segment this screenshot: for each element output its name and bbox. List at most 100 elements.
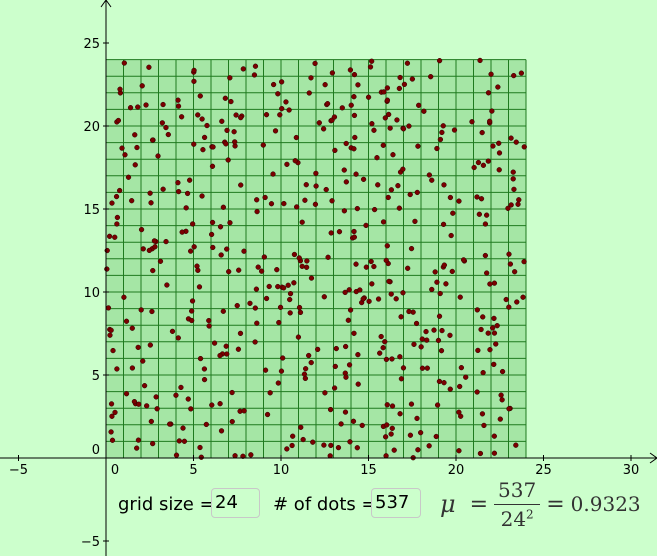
dot xyxy=(456,448,462,454)
dot xyxy=(151,238,158,244)
dot xyxy=(241,248,247,254)
dot xyxy=(485,330,491,336)
dot xyxy=(328,442,334,449)
dot xyxy=(279,105,285,112)
dot xyxy=(261,254,267,260)
dot xyxy=(119,145,125,151)
dot xyxy=(146,247,153,254)
dot xyxy=(194,263,200,269)
dot xyxy=(389,356,395,362)
dot xyxy=(499,397,505,403)
x-axis-arrow-icon xyxy=(649,452,657,464)
dot xyxy=(382,115,388,121)
dot xyxy=(496,140,502,146)
y-tick-label: 0 xyxy=(92,443,100,458)
dot xyxy=(140,358,146,364)
dot xyxy=(371,127,377,133)
dot xyxy=(278,368,285,374)
dot xyxy=(299,263,305,270)
dot xyxy=(181,438,188,444)
dot xyxy=(448,232,454,239)
dot xyxy=(436,58,443,64)
dot xyxy=(506,304,512,310)
dot xyxy=(188,308,195,314)
dot xyxy=(485,90,492,96)
dot xyxy=(511,186,517,193)
dot xyxy=(263,112,270,118)
dot xyxy=(135,344,141,351)
dot xyxy=(371,206,378,213)
dot xyxy=(290,433,296,439)
dot xyxy=(404,60,411,66)
dot xyxy=(175,335,181,341)
dot xyxy=(204,122,210,129)
dot xyxy=(482,221,489,227)
dot xyxy=(352,134,358,141)
dot xyxy=(190,221,196,227)
dot xyxy=(315,346,321,353)
dot xyxy=(474,307,480,313)
dot xyxy=(258,268,265,274)
dot xyxy=(391,447,397,453)
dot xyxy=(106,233,113,239)
dot xyxy=(199,193,205,199)
dot xyxy=(395,183,401,189)
dot xyxy=(369,281,375,287)
dot xyxy=(419,336,425,342)
dot xyxy=(437,290,443,297)
dot xyxy=(233,112,239,118)
dot xyxy=(209,219,216,226)
dot xyxy=(346,287,352,293)
dot xyxy=(218,428,225,434)
dot xyxy=(487,281,493,287)
dot xyxy=(429,177,435,183)
dot xyxy=(429,286,435,293)
dot xyxy=(441,182,447,188)
dot xyxy=(400,290,406,296)
dot xyxy=(109,413,115,419)
dot xyxy=(191,67,197,74)
grid-size-input[interactable]: 24 xyxy=(211,488,260,518)
dot xyxy=(135,437,142,443)
dot xyxy=(384,85,391,91)
dot xyxy=(424,337,430,343)
dot xyxy=(521,259,527,265)
dot xyxy=(463,374,469,380)
fraction-denominator: 242 xyxy=(501,505,534,531)
dot xyxy=(360,176,367,183)
dot xyxy=(238,114,244,121)
dot xyxy=(227,75,233,81)
dot xyxy=(388,187,395,193)
dot xyxy=(416,102,422,108)
dot xyxy=(189,298,196,304)
dot xyxy=(139,83,145,89)
dot xyxy=(383,257,389,264)
dot xyxy=(200,147,206,153)
dot xyxy=(384,243,390,249)
dot xyxy=(116,187,123,194)
dot xyxy=(407,191,413,198)
dot xyxy=(499,368,506,375)
dot xyxy=(281,200,287,207)
dot xyxy=(163,124,169,131)
dot xyxy=(413,320,420,327)
dot xyxy=(380,142,386,148)
dot xyxy=(342,343,349,350)
dot xyxy=(471,164,477,171)
dot xyxy=(380,345,386,351)
dot xyxy=(148,418,154,425)
dot xyxy=(441,262,448,268)
dot xyxy=(114,366,120,372)
dot xyxy=(439,129,445,136)
dot xyxy=(152,244,158,250)
dots-count-input[interactable]: 537 xyxy=(371,488,421,518)
dot xyxy=(220,204,227,210)
dot xyxy=(354,445,360,451)
dot xyxy=(114,214,121,221)
dot xyxy=(115,117,122,124)
dot xyxy=(479,411,486,417)
dot xyxy=(141,383,148,389)
dot xyxy=(253,286,260,292)
dot xyxy=(225,157,231,163)
